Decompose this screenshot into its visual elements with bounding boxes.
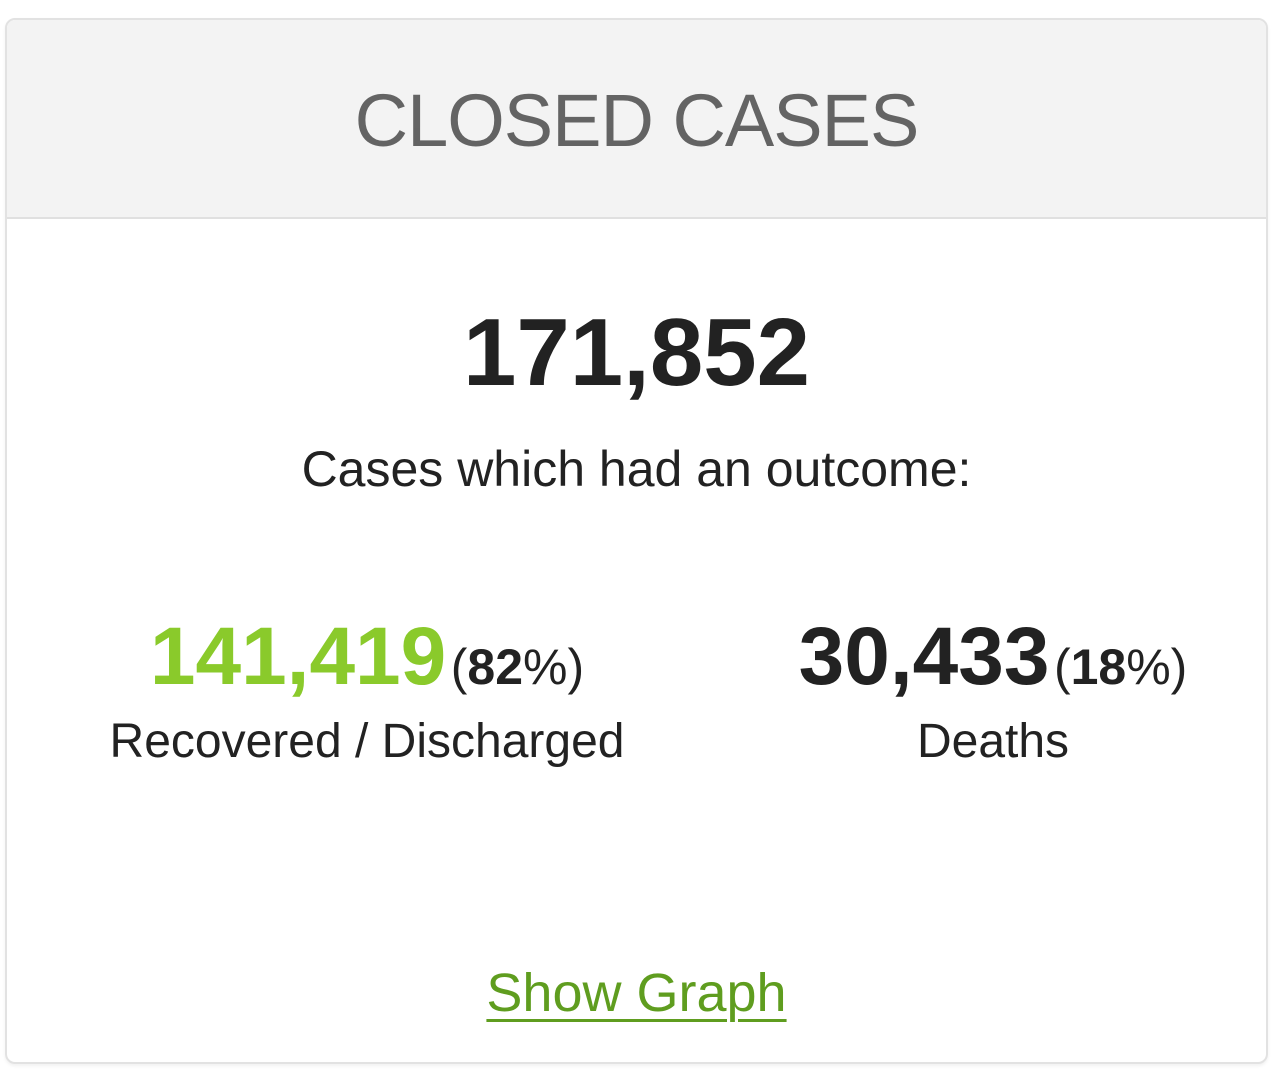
deaths-percent: (18%) <box>1053 639 1188 695</box>
card-header: CLOSED CASES <box>7 20 1266 219</box>
show-graph-link[interactable]: Show Graph <box>486 963 787 1023</box>
recovered-count: 141,419 <box>149 611 447 702</box>
link-row: Show Graph <box>7 962 1266 1024</box>
deaths-block: 30,433 (18%) Deaths <box>673 610 1266 769</box>
total-closed: 171,852 <box>462 299 810 406</box>
recovered-block: 141,419 (82%) Recovered / Discharged <box>47 610 687 769</box>
closed-cases-card: CLOSED CASES 171,852 Cases which had an … <box>5 18 1268 1064</box>
deaths-count: 30,433 <box>798 611 1050 702</box>
deaths-label: Deaths <box>916 715 1070 768</box>
card-title: CLOSED CASES <box>354 79 920 162</box>
recovered-percent: (82%) <box>450 639 585 695</box>
recovered-label: Recovered / Discharged <box>109 715 625 768</box>
caption: Cases which had an outcome: <box>301 441 972 497</box>
